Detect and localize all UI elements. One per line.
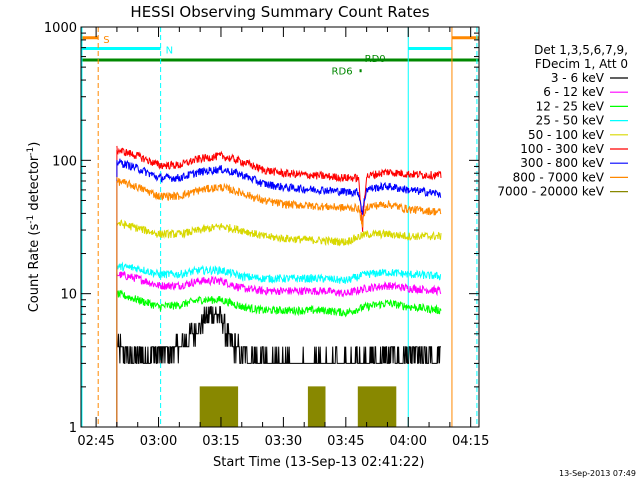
plot-frame (80, 26, 480, 428)
x-tick-label: 03:30 (265, 434, 302, 449)
y-tick-label: 1000 (44, 21, 77, 36)
flag-label-s: S (103, 35, 109, 46)
y-tick-label: 10 (60, 288, 77, 303)
y-tick-label: 1 (69, 421, 77, 436)
y-axis-label-sup2: -1 (26, 147, 36, 156)
plot-content: S N RD0 RD6 (81, 27, 479, 428)
y-tick-label: 100 (52, 154, 77, 169)
legend-label-50-100-kev: 50 - 100 keV (528, 128, 605, 142)
vertical-markers (81, 27, 478, 427)
y-axis-label: Count Rate (s-1 detector-1) (26, 142, 42, 313)
legend-label-25-50-kev: 25 - 50 keV (536, 114, 605, 128)
legend-header-line1: Det 1,3,5,6,7,9, (534, 43, 628, 57)
series-line-800-7000-kev (116, 177, 442, 427)
x-tick-label: 02:45 (77, 434, 114, 449)
legend: Det 1,3,5,6,7,9, FDecim 1, Att 0 3 - 6 k… (497, 43, 628, 199)
y-axis-label-mid: detector (27, 155, 42, 215)
x-tick-label: 03:45 (327, 434, 364, 449)
y-axis-label-main: Count Rate (s (27, 224, 42, 313)
legend-label-100-300-kev: 100 - 300 keV (520, 142, 604, 156)
x-axis-ticks: 02:45 03:00 03:15 03:30 03:45 04:00 04:15 (77, 27, 489, 449)
series-line-7000-20000-kev (199, 386, 397, 428)
x-tick-label: 03:15 (202, 434, 239, 449)
legend-label-800-7000-kev: 800 - 7000 keV (513, 170, 605, 184)
legend-label-12-25-kev: 12 - 25 keV (536, 99, 605, 113)
x-tick-label: 03:00 (140, 434, 177, 449)
flag-label-rd6: RD6 (332, 67, 353, 78)
legend-label-3-6-kev: 3 - 6 keV (551, 71, 605, 85)
chart-title: HESSI Observing Summary Count Rates (130, 3, 429, 21)
x-tick-label: 04:15 (452, 434, 489, 449)
legend-header-line2: FDecim 1, Att 0 (535, 57, 628, 71)
flag-bars: S N RD0 RD6 (81, 35, 479, 78)
y-axis-label-sup1: -1 (26, 215, 36, 224)
x-axis-label: Start Time (13-Sep-13 02:41:22) (213, 455, 424, 470)
flag-label-n: N (166, 45, 173, 56)
y-axis-label-end: ) (27, 142, 42, 147)
y-axis-ticks: 1 10 100 1000 (44, 21, 479, 436)
legend-label-7000-20000-kev: 7000 - 20000 keV (497, 185, 604, 199)
flag-label-rd0: RD0 (365, 54, 386, 65)
x-tick-label: 04:00 (390, 434, 427, 449)
timestamp: 13-Sep-2013 07:49 (559, 469, 636, 478)
series-lines (116, 145, 442, 428)
legend-label-300-800-kev: 300 - 800 keV (520, 156, 604, 170)
legend-label-6-12-kev: 6 - 12 keV (543, 85, 605, 99)
